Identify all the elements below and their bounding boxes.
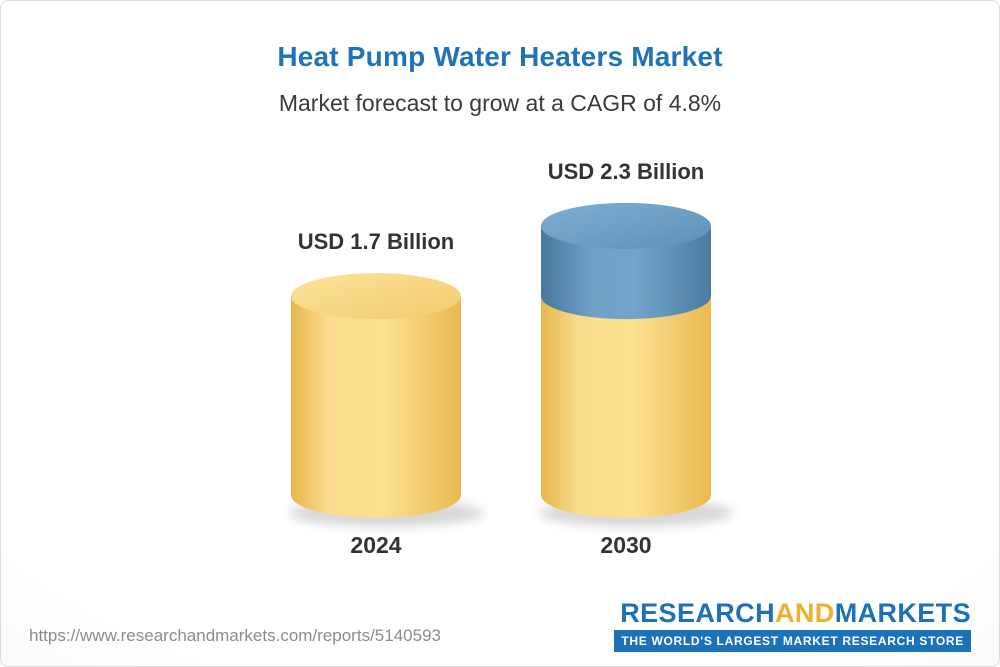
value-label-2024: USD 1.7 Billion (297, 229, 455, 255)
report-url[interactable]: https://www.researchandmarkets.com/repor… (29, 626, 441, 645)
research-and-markets-logo: RESEARCHANDMARKETS THE WORLD'S LARGEST M… (614, 597, 971, 652)
logo-wordmark: RESEARCHANDMARKETS (620, 597, 971, 628)
logo-word-markets: MARKETS (834, 597, 971, 628)
category-label-2024: 2024 (350, 532, 402, 558)
value-label-2030: USD 2.3 Billion (547, 158, 705, 184)
logo-tagline: THE WORLD'S LARGEST MARKET RESEARCH STOR… (614, 630, 971, 652)
category-label-2030: 2030 (600, 532, 652, 558)
chart-header: Heat Pump Water Heaters Market Market fo… (1, 1, 999, 117)
page-title: Heat Pump Water Heaters Market (277, 41, 723, 72)
page-subtitle: Market forecast to grow at a CAGR of 4.8… (278, 90, 722, 116)
logo-word-research: RESEARCH (620, 597, 775, 628)
logo-word-and: AND (774, 597, 835, 628)
